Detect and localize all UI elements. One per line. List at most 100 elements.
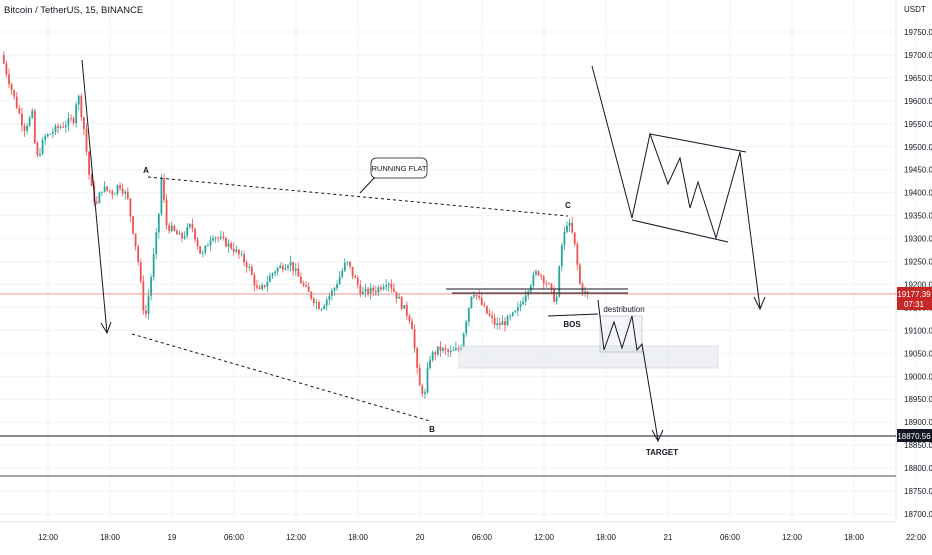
candle-body (480, 297, 483, 305)
candle-body (250, 266, 253, 275)
time-tick-label: 19 (168, 533, 177, 542)
candle-body (387, 283, 390, 286)
currency-label: USDT (904, 5, 926, 14)
candle-body (2, 54, 5, 64)
flag-pattern[interactable] (591, 65, 761, 309)
price-tick-label: 19600.00 (904, 97, 932, 106)
candle-body (305, 285, 307, 287)
candle-body (478, 296, 481, 298)
candle-body (214, 237, 217, 239)
candle-body (416, 348, 419, 368)
distribution-label: destribution (603, 305, 644, 314)
candle-body (292, 261, 295, 271)
candle-body (418, 367, 421, 386)
running-flat-callout[interactable] (370, 157, 428, 179)
candle-body (400, 297, 403, 309)
candle-body (491, 315, 493, 318)
candle-body (429, 359, 431, 368)
price-axis[interactable]: 18700.00 18750.00 18800.00 18850.00 18900.00… (904, 28, 932, 519)
time-tick-label: 12:00 (286, 533, 307, 542)
candle-body (258, 287, 261, 290)
last-price-value: 19177.39 (897, 290, 931, 299)
candles (2, 51, 589, 399)
target-label: TARGET (646, 448, 678, 457)
candle-body (426, 367, 429, 393)
time-axis[interactable]: 12:00 18:00 19 06:00 12:00 18:00 20 06:00 12:00 1… (38, 533, 927, 542)
candle-body (134, 233, 137, 247)
candle-body (380, 287, 382, 290)
time-tick-label: 12:00 (38, 533, 59, 542)
candle-body (447, 349, 450, 353)
running-flat-upper-line[interactable] (147, 176, 569, 217)
candle-body (517, 306, 519, 311)
drawings[interactable] (81, 59, 766, 443)
candle-body (359, 285, 362, 295)
candle-body (315, 302, 318, 304)
candle-body (108, 190, 111, 192)
candle-body (132, 216, 134, 234)
point-b-label: B (429, 425, 435, 434)
grid-lines (0, 0, 917, 522)
candle-body (377, 287, 380, 293)
candle-body (436, 346, 439, 355)
candle-body (393, 288, 395, 292)
candle-body (114, 193, 116, 195)
candle-body (253, 274, 256, 286)
candle-body (501, 321, 504, 326)
candle-body (542, 276, 545, 284)
candle-body (496, 323, 499, 325)
price-tick-label: 19400.00 (904, 189, 932, 198)
bos-line[interactable] (547, 313, 599, 317)
candle-body (150, 277, 152, 296)
candle-body (5, 63, 8, 75)
candle-body (121, 188, 124, 194)
candle-body (532, 274, 535, 286)
candle-body (176, 230, 178, 235)
candle-body (155, 232, 158, 254)
candle-body (331, 290, 333, 296)
candle-body (142, 281, 145, 311)
callout-pointer (359, 175, 377, 194)
candle-body (67, 118, 70, 126)
candle-body (506, 316, 509, 326)
level-price-value: 18870.56 (897, 432, 931, 441)
time-tick-label: 12:00 (534, 533, 555, 542)
candle-body (579, 264, 581, 284)
candle-body (232, 248, 235, 252)
trend-arrow-line-1[interactable] (81, 59, 108, 334)
time-tick-label: 18:00 (596, 533, 617, 542)
flag-lower-line[interactable] (631, 219, 729, 243)
candle-body (323, 305, 326, 309)
time-tick-label: 18:00 (844, 533, 865, 542)
symbol-title: Bitcoin / TetherUS, 15, BINANCE (4, 5, 143, 16)
candle-body (222, 236, 225, 238)
running-flat-label: RUNNING FLAT (372, 164, 427, 173)
candle-body (294, 268, 297, 271)
candle-body (245, 262, 248, 268)
price-tick-label: 19350.00 (904, 212, 932, 221)
demand-zone[interactable] (458, 345, 719, 369)
projection-zigzag[interactable] (597, 299, 659, 441)
candle-body (170, 225, 173, 231)
candle-body (483, 304, 486, 306)
candle-body (287, 265, 289, 269)
candle-body (129, 198, 132, 217)
candle-body (470, 296, 473, 308)
distribution-box[interactable] (599, 315, 643, 353)
flag-upper-line[interactable] (649, 133, 747, 153)
candle-body (550, 283, 553, 289)
candle-body (566, 225, 568, 232)
candle-body (160, 178, 163, 214)
candle-body (424, 392, 426, 394)
candle-body (403, 305, 406, 309)
candle-body (33, 110, 36, 143)
candle-body (21, 113, 23, 126)
candle-body (573, 232, 576, 245)
running-flat-lower-line[interactable] (131, 333, 431, 422)
candle-body (240, 254, 243, 256)
candle-body (444, 348, 447, 350)
time-tick-label: 06:00 (224, 533, 245, 542)
